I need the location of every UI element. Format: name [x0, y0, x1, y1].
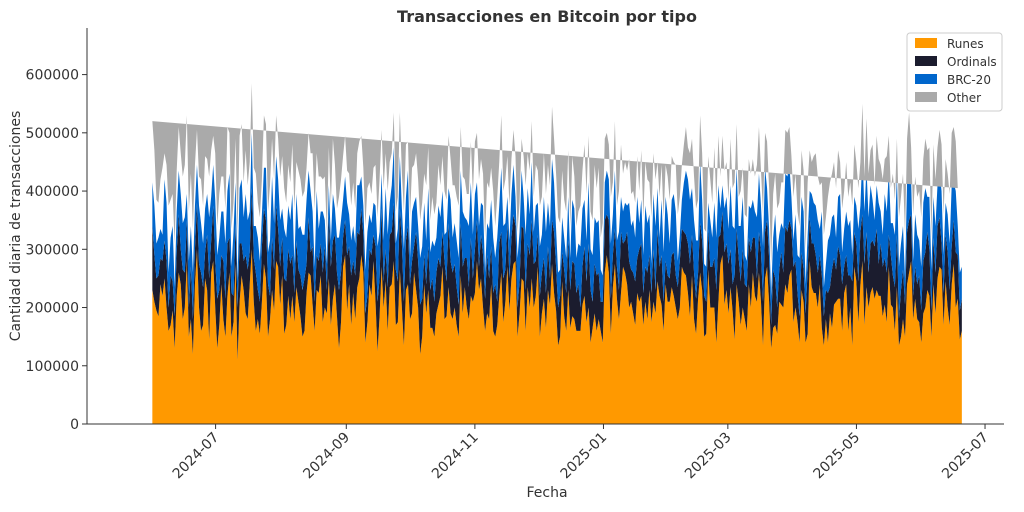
y-tick-label: 300000	[26, 242, 79, 258]
chart-title: Transacciones en Bitcoin por tipo	[397, 7, 697, 26]
series-area-brc-20	[152, 132, 962, 325]
legend-swatch-other	[915, 92, 937, 102]
y-tick-label: 200000	[26, 301, 79, 317]
legend-swatch-ordinals	[915, 56, 937, 66]
series-area-ordinals	[152, 188, 962, 360]
y-tick-label: 400000	[26, 184, 79, 200]
legend-label-runes: Runes	[947, 37, 984, 51]
y-axis-label: Cantidad diaria de transacciones	[8, 111, 24, 342]
x-tick-label: 2025-05	[811, 430, 864, 483]
y-tick-label: 600000	[26, 68, 79, 84]
x-tick-label: 2025-03	[682, 430, 735, 483]
series-area-other	[152, 83, 958, 264]
x-tick-label: 2024-11	[429, 430, 482, 483]
y-tick-label: 100000	[26, 359, 79, 375]
y-tick-label: 0	[70, 417, 79, 433]
x-axis-label: Fecha	[526, 485, 567, 501]
legend-label-brc-20: BRC-20	[947, 73, 991, 87]
x-tick-label: 2025-01	[558, 430, 611, 483]
legend-label-other: Other	[947, 91, 981, 105]
x-tick-label: 2024-07	[170, 430, 223, 483]
x-tick-label: 2025-07	[939, 430, 992, 483]
legend-swatch-runes	[915, 38, 937, 48]
legend-swatch-brc-20	[915, 74, 937, 84]
x-tick-label: 2024-09	[300, 430, 353, 483]
series-areas	[152, 83, 962, 424]
series-area-runes	[152, 249, 962, 424]
legend-box	[906, 32, 1003, 112]
legend-label-ordinals: Ordinals	[947, 55, 997, 69]
y-tick-label: 500000	[26, 126, 79, 142]
legend: Runes Ordinals BRC-20 Other	[906, 32, 1003, 112]
